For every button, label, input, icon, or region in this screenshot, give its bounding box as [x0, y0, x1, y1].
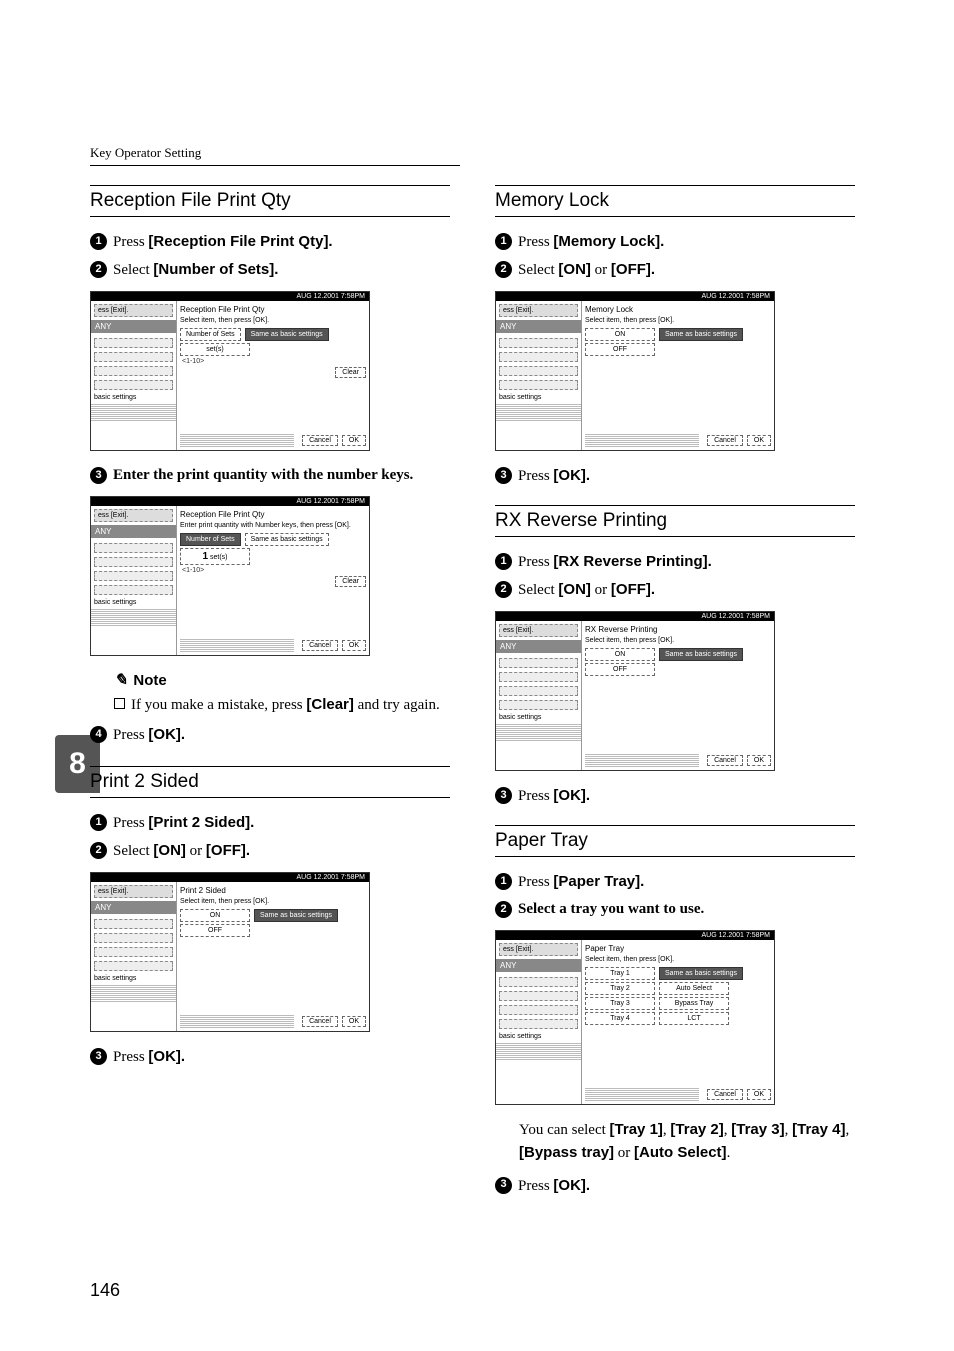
section-title-print2sided: Print 2 Sided — [90, 766, 450, 798]
lcd-screenshot: AUG 12.2001 7:58PM ess [Exit]. ANY basic… — [90, 291, 370, 451]
step-2: 2 Select [ON] or [OFF]. — [90, 840, 450, 862]
step-badge-2: 2 — [90, 261, 107, 278]
section-title-papertray: Paper Tray — [495, 825, 855, 857]
section-title-memlock: Memory Lock — [495, 185, 855, 217]
step-3: 3 Press [OK]. — [90, 1046, 450, 1068]
lcd-screenshot: AUG 12.2001 7:58PM ess [Exit]. ANY basic… — [495, 611, 775, 771]
right-column: Memory Lock 1Press [Memory Lock]. 2Selec… — [495, 185, 855, 1203]
step-badge-4: 4 — [90, 726, 107, 743]
pencil-icon: ✎ — [114, 670, 127, 690]
tray-options-para: You can select [Tray 1], [Tray 2], [Tray… — [519, 1119, 855, 1165]
step-3: 3 Enter the print quantity with the numb… — [90, 465, 450, 486]
lcd-screenshot: AUG 12.2001 7:58PM ess [Exit]. ANY basic… — [90, 872, 370, 1032]
note-heading: ✎ Note — [114, 670, 450, 690]
step-1: 1 Press [Print 2 Sided]. — [90, 812, 450, 834]
step-4: 4 Press [OK]. — [90, 724, 450, 746]
page-number: 146 — [90, 1280, 120, 1301]
box-bullet-icon — [114, 698, 125, 709]
section-title-reception: Reception File Print Qty — [90, 185, 450, 217]
step-badge-3: 3 — [90, 467, 107, 484]
lcd-screenshot: AUG 12.2001 7:58PM ess [Exit]. ANY basic… — [90, 496, 370, 656]
step-1: 1 Press [Reception File Print Qty]. — [90, 231, 450, 253]
step-badge-1: 1 — [90, 233, 107, 250]
left-column: Reception File Print Qty 1 Press [Recept… — [90, 185, 450, 1203]
step-2: 2 Select [Number of Sets]. — [90, 259, 450, 281]
note-body: If you make a mistake, press [Clear] and… — [114, 694, 450, 716]
section-title-rxreverse: RX Reverse Printing — [495, 505, 855, 537]
lcd-screenshot: AUG 12.2001 7:58PM ess [Exit]. ANY basic… — [495, 291, 775, 451]
lcd-screenshot: AUG 12.2001 7:58PM ess [Exit]. ANY basic… — [495, 930, 775, 1105]
